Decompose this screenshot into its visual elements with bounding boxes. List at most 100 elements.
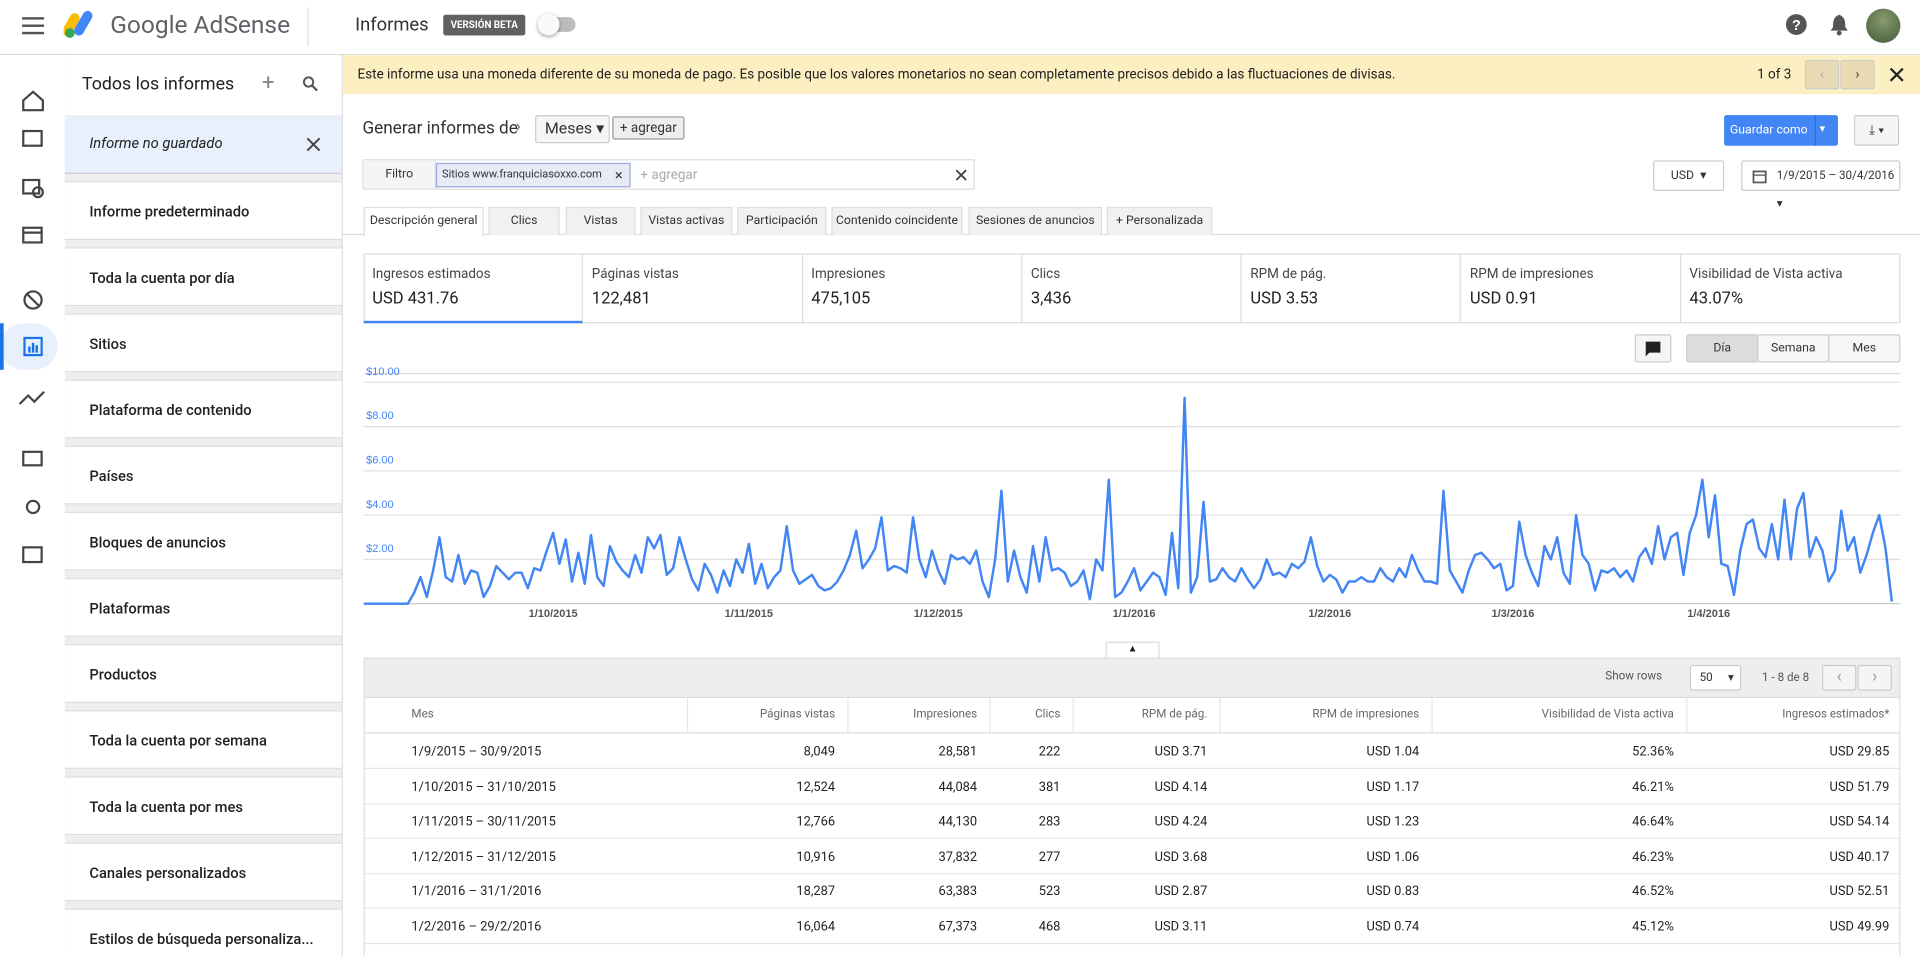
table-prev[interactable]: ‹ [1822, 664, 1857, 691]
sidebar-item[interactable]: Plataformas [64, 577, 342, 637]
current-report-name: Informe no guardado [89, 134, 223, 152]
granularity-button[interactable]: Día [1686, 334, 1759, 363]
metric-value: 43.07% [1689, 288, 1744, 309]
row-divider [364, 767, 1900, 769]
close-icon[interactable] [306, 137, 321, 152]
current-report[interactable]: Informe no guardado [64, 116, 342, 174]
table-next[interactable]: › [1857, 664, 1892, 691]
next-button[interactable]: › [1840, 60, 1875, 90]
metric-card[interactable]: Impresiones 475,105 [803, 253, 1023, 324]
report-tab[interactable]: Clics [488, 206, 560, 236]
metric-value: USD 431.76 [372, 288, 459, 309]
row-divider [364, 837, 1900, 840]
filter-chip[interactable]: Sitios www.franquiciasoxxo.com × [435, 162, 631, 188]
beta-toggle[interactable] [537, 13, 576, 36]
date-range[interactable]: 1/9/2015 – 30/4/2016 ▾ [1741, 160, 1901, 211]
x-tick-label: 1/12/2015 [914, 608, 963, 620]
beta-badge: VERSIÓN BETA [443, 14, 526, 36]
banner-text: Este informe usa una moneda diferente de… [357, 66, 1396, 83]
prev-button[interactable]: ‹ [1804, 60, 1840, 90]
x-tick-label: 1/10/2015 [529, 608, 578, 620]
x-tick-label: 1/1/2016 [1113, 608, 1156, 620]
y-tick-label: $8.00 [366, 410, 394, 422]
metric-label: Impresiones [811, 265, 886, 282]
table-cell: 1/12/2015 – 31/12/2015 [411, 848, 556, 865]
table-cell: USD 40.17 [1829, 848, 1890, 865]
table-cell: 44,084 [938, 778, 978, 795]
metric-card[interactable]: RPM de impresiones USD 0.91 [1461, 253, 1681, 324]
tab-label: Descripción general [369, 214, 478, 228]
download-button[interactable]: ⤓ ▾ [1853, 115, 1900, 146]
tab-label: Vistas [583, 214, 618, 228]
add-report-icon[interactable]: + [262, 69, 275, 96]
page-range: 1 - 8 de 8 [1762, 671, 1810, 685]
table-cell: USD 54.14 [1829, 813, 1890, 830]
menu-icon[interactable] [22, 16, 46, 36]
currency: USD [1670, 168, 1695, 183]
avatar[interactable] [1866, 8, 1901, 43]
report-tab[interactable]: Contenido coincidente [831, 206, 963, 236]
save-label: Guardar como [1729, 123, 1808, 138]
sidebar-item[interactable]: Bloques de anuncios [64, 511, 342, 571]
table-cell: USD 51.79 [1829, 778, 1890, 795]
table-cell: USD 2.87 [1154, 883, 1208, 900]
metric-card[interactable]: Páginas vistas 122,481 [583, 253, 803, 324]
help-icon[interactable]: ? [1785, 13, 1807, 35]
table-cell: 28,581 [938, 743, 978, 760]
table-cell: 222 [1038, 743, 1061, 760]
tab-label: Personalizada [1125, 214, 1204, 228]
table-cell: 523 [1038, 883, 1061, 900]
sidebar-item[interactable]: Sitios [64, 313, 342, 373]
metric-card[interactable]: Visibilidad de Vista activa 43.07% [1681, 253, 1901, 324]
row-divider [364, 942, 1900, 945]
sidebar-title: Todos los informes [82, 73, 235, 95]
column-header: RPM de pág. [1141, 707, 1208, 722]
sidebar-item[interactable]: Toda la cuenta por mes [64, 776, 342, 836]
tab-label: Participación [745, 214, 818, 228]
granularity-button[interactable]: Mes [1828, 334, 1901, 363]
granularity-button[interactable]: Semana [1757, 334, 1830, 363]
sidebar-item[interactable]: Países [64, 445, 342, 505]
report-tab[interactable]: Vistas [565, 206, 636, 236]
sidebar-item[interactable]: Estilos de búsqueda personaliza... [64, 908, 342, 956]
dimension-select[interactable]: Meses ▾ [535, 115, 610, 144]
table-cell: USD 1.17 [1366, 778, 1420, 795]
table-cell: 1/1/2016 – 31/1/2016 [411, 883, 542, 900]
rows-select[interactable]: 50 ▾ [1689, 664, 1742, 691]
column-header: RPM de impresiones [1312, 707, 1420, 722]
clear-filter[interactable] [955, 169, 967, 181]
save-button[interactable]: Guardar como ▾ [1724, 115, 1838, 146]
table-cell: USD 0.83 [1366, 883, 1420, 900]
search-icon[interactable] [302, 76, 318, 92]
annotations-button[interactable] [1634, 334, 1672, 363]
sidebar-item[interactable]: Informe predeterminado [64, 181, 342, 241]
close-banner[interactable] [1889, 67, 1904, 82]
metric-card[interactable]: RPM de pág. USD 3.53 [1242, 253, 1462, 324]
collapse-chart[interactable]: ▲ [1105, 641, 1160, 658]
table-cell: 45.12% [1632, 918, 1674, 935]
currency-select[interactable]: USD ▾ [1653, 160, 1725, 192]
report-tab[interactable]: Vistas activas [640, 206, 733, 236]
report-tab[interactable]: Descripción general [363, 206, 484, 237]
report-tab[interactable]: Participación [737, 206, 827, 236]
sidebar-item[interactable]: Plataforma de contenido [64, 379, 342, 439]
sidebar-item[interactable]: Toda la cuenta por semana [64, 710, 342, 769]
banner-pager: 1 of 3 [1757, 66, 1792, 83]
y-tick-label: $2.00 [366, 543, 394, 555]
tab-label: Sesiones de anuncios [975, 214, 1095, 228]
sidebar-item[interactable]: Toda la cuenta por día [64, 247, 342, 307]
report-tab[interactable]: Sesiones de anuncios [968, 206, 1103, 236]
chart: $2.00 $4.00 $6.00 $8.00 $10.00 1/10/2015 1/11/… [363, 367, 1901, 620]
add-dimension[interactable]: + agregar [612, 116, 685, 140]
sidebar-item[interactable]: Canales personalizados [64, 842, 342, 902]
filter-input[interactable]: + agregar [640, 166, 698, 183]
metric-card[interactable]: Clics 3,436 [1022, 253, 1242, 324]
report-tab[interactable]: + Personalizada [1106, 206, 1213, 236]
x-tick-label: 1/2/2016 [1308, 608, 1351, 620]
metric-card[interactable]: Ingresos estimados USD 431.76 [363, 253, 584, 324]
notifications-icon[interactable] [1829, 13, 1849, 36]
metric-value: 3,436 [1030, 288, 1072, 309]
table-cell: USD 29.85 [1829, 743, 1890, 760]
table-toolbar: Show rows 50 ▾ 1 - 8 de 8 ‹ › [363, 657, 1901, 698]
sidebar-item[interactable]: Productos [64, 644, 342, 703]
